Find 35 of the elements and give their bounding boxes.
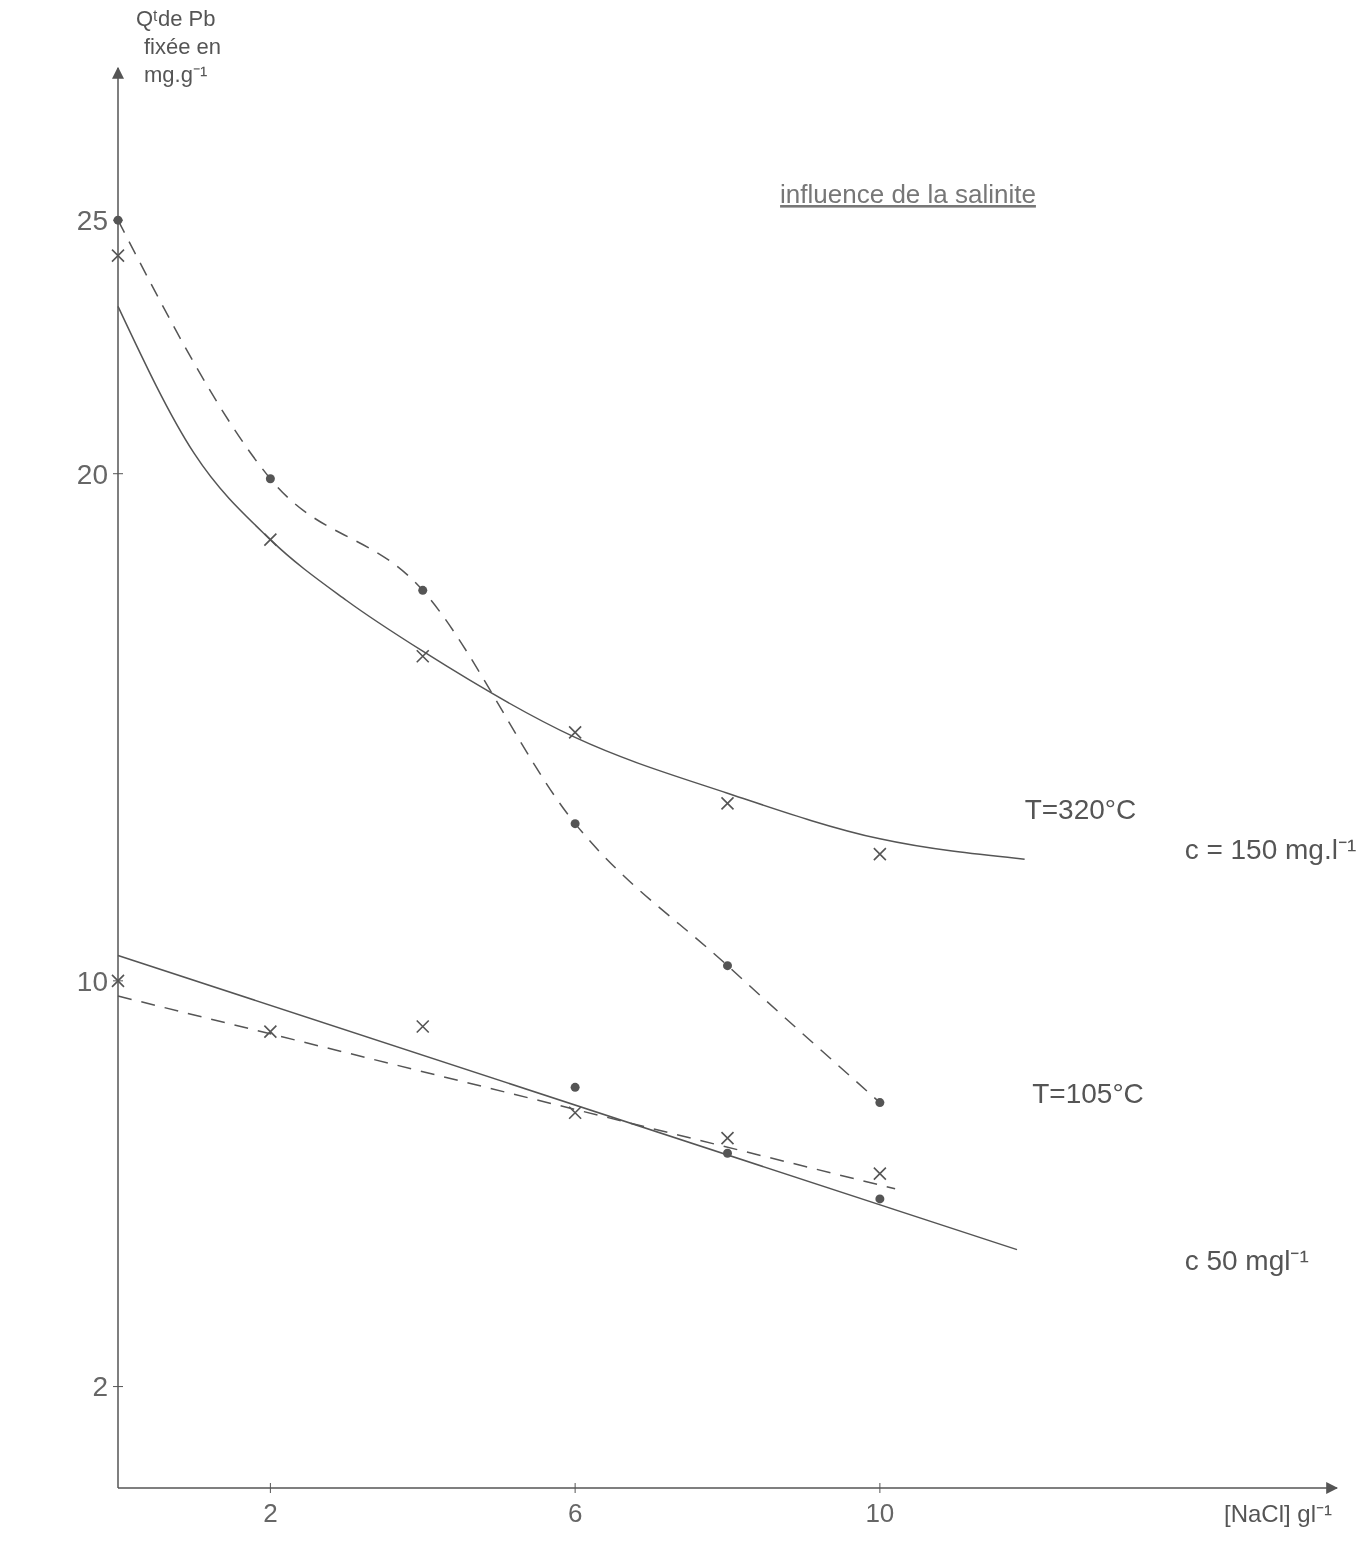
point [111,974,125,988]
point [265,474,275,484]
point [418,585,428,595]
point [415,649,430,664]
point [723,1148,732,1158]
x-tick-label: 2 [263,1498,278,1528]
x-tick-label: 10 [865,1498,895,1528]
text: influence de la salinite [780,179,1036,209]
point [570,1082,580,1092]
point [723,961,732,971]
point [873,847,887,861]
point [720,796,735,811]
y-tick-label: 2 [92,1371,108,1403]
annotation: c 50 mgl⁻¹ [1184,1244,1309,1276]
x-tick-label: 6 [567,1498,583,1528]
annotation: T=320°C [1024,793,1137,825]
point [875,1098,885,1108]
annotation: T=105°C [1032,1077,1144,1109]
point [568,725,582,740]
point [720,1131,735,1145]
point [875,1194,885,1204]
annotation: c = 150 mg.l⁻¹ [1184,834,1357,866]
y-axis-title: Qᵗde Pb fixée en mg.g⁻¹ [136,6,222,87]
point [568,1105,582,1120]
point [570,819,580,829]
point [263,1024,278,1039]
y-tick-label: 25 [76,204,108,236]
point [263,532,278,547]
y-tick-label: 10 [76,965,108,997]
point [873,1166,887,1181]
x-axis-title: [NaCl] gl⁻¹ [1223,1500,1332,1527]
point [415,1019,430,1034]
point [113,215,123,225]
point [111,248,125,263]
y-tick-label: 20 [76,458,108,490]
